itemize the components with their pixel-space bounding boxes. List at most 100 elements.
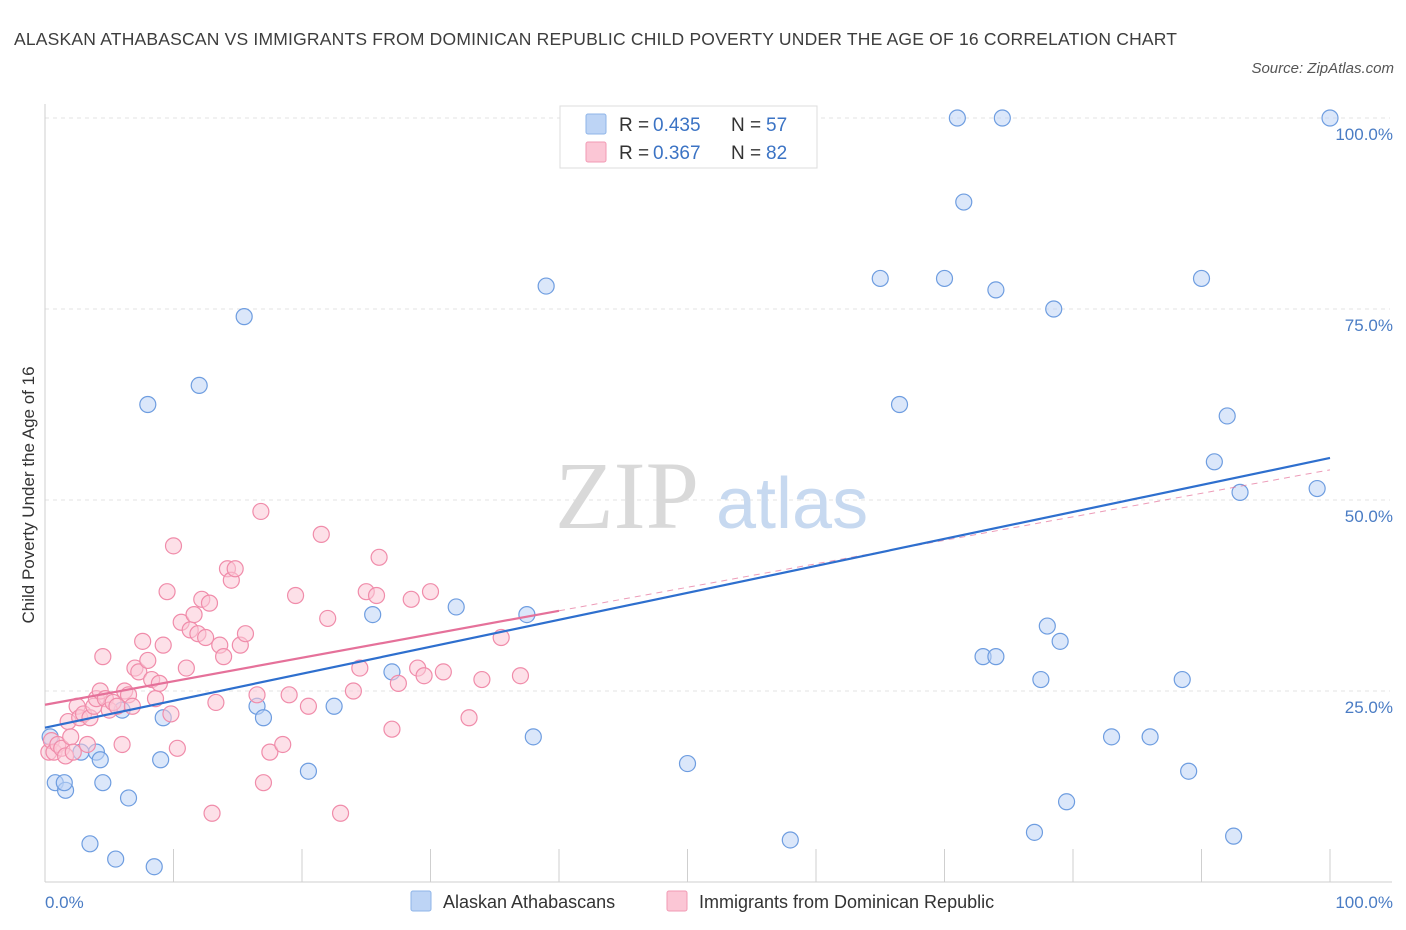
point-athabascan [235, 308, 253, 326]
point-dominican [415, 667, 433, 685]
point-dominican [261, 743, 279, 761]
point-athabascan [152, 751, 170, 769]
point-dominican [185, 605, 203, 624]
legend-n-value: 82 [766, 143, 787, 164]
point-dominican [78, 735, 97, 754]
point-athabascan [537, 277, 555, 295]
point-dominican [473, 670, 491, 689]
point-dominican [286, 586, 305, 605]
point-athabascan [524, 728, 542, 746]
point-dominican [274, 735, 292, 754]
legend-r-value: 0.367 [653, 143, 701, 164]
axes [44, 104, 1392, 883]
point-athabascan [1218, 407, 1236, 425]
point-dominican [207, 693, 225, 712]
point-athabascan [1102, 728, 1121, 746]
point-dominican [460, 709, 478, 727]
bottom-legend-label: Immigrants from Dominican Republic [699, 892, 994, 912]
point-dominican [299, 697, 318, 715]
legend-r-value: 0.435 [653, 115, 701, 136]
point-athabascan [254, 709, 273, 727]
data-points [40, 109, 1339, 876]
point-athabascan [1192, 269, 1211, 288]
point-dominican [134, 632, 152, 650]
point-dominican [367, 586, 386, 605]
watermark: ZIP atlas [555, 442, 868, 549]
point-dominican [280, 686, 298, 704]
point-dominican [254, 774, 273, 792]
point-athabascan [325, 697, 343, 715]
legend-swatch [585, 141, 607, 163]
grid-lines [45, 117, 1390, 692]
point-athabascan [1180, 762, 1198, 780]
bottom-legend: Alaskan Athabascans Immigrants from Domin… [410, 890, 994, 912]
point-athabascan [781, 831, 799, 849]
point-athabascan [1321, 109, 1339, 127]
legend-n-label: N = [731, 143, 761, 164]
x-tick-label: 100.0% [1335, 893, 1393, 912]
point-dominican [511, 667, 530, 685]
point-athabascan [299, 762, 318, 780]
point-dominican [215, 648, 233, 666]
point-athabascan [678, 754, 697, 773]
y-tick-labels: 25.0% 50.0% 75.0% 100.0% [1335, 125, 1393, 717]
point-dominican [177, 659, 195, 677]
point-athabascan [987, 281, 1005, 299]
trend-dominican-extension [558, 469, 1331, 612]
y-tick-label: 75.0% [1345, 316, 1393, 335]
point-athabascan [1025, 823, 1044, 841]
point-athabascan [1173, 670, 1191, 689]
point-dominican [312, 525, 330, 543]
point-athabascan [948, 109, 966, 127]
point-dominican [162, 705, 180, 723]
legend-n-value: 57 [766, 115, 787, 136]
point-athabascan [871, 269, 889, 288]
point-dominican [252, 502, 270, 521]
legend-n-label: N = [731, 115, 761, 136]
point-athabascan [1057, 793, 1076, 811]
point-athabascan [1038, 617, 1056, 635]
point-athabascan [190, 376, 208, 394]
point-dominican [248, 686, 266, 704]
point-athabascan [1032, 670, 1050, 689]
legend-swatch [585, 113, 607, 135]
point-dominican [197, 628, 215, 647]
point-dominican [154, 636, 172, 654]
point-dominican [158, 583, 176, 601]
y-axis-label: Child Poverty Under the Age of 16 [19, 366, 38, 623]
point-dominican [434, 663, 452, 681]
point-athabascan [447, 598, 465, 616]
point-dominican [62, 728, 80, 746]
point-dominican [200, 594, 219, 612]
point-athabascan [1045, 300, 1063, 318]
point-athabascan [1308, 479, 1326, 498]
chart-title: ALASKAN ATHABASCAN VS IMMIGRANTS FROM DO… [14, 29, 1178, 49]
point-athabascan [1051, 632, 1069, 650]
point-athabascan [139, 395, 157, 414]
trend-athabascan [44, 456, 1331, 729]
point-athabascan [145, 858, 163, 876]
bottom-legend-swatch [410, 890, 432, 912]
point-athabascan [1141, 728, 1159, 746]
point-dominican [139, 651, 157, 670]
point-athabascan [935, 269, 954, 288]
point-athabascan [107, 850, 125, 868]
point-dominican [236, 625, 255, 643]
point-dominican [421, 583, 440, 601]
point-dominican [226, 560, 244, 578]
point-athabascan [1231, 483, 1249, 501]
point-athabascan [1205, 453, 1223, 471]
point-dominican [203, 804, 221, 822]
y-tick-label: 100.0% [1335, 125, 1393, 144]
bottom-legend-label: Alaskan Athabascans [443, 892, 615, 912]
point-dominican [94, 648, 112, 666]
point-dominican [113, 735, 131, 754]
point-dominican [351, 659, 369, 677]
point-athabascan [1225, 827, 1243, 845]
point-dominican [130, 663, 148, 681]
point-dominican [389, 674, 407, 692]
point-dominican [319, 609, 337, 628]
point-dominican [383, 720, 401, 738]
point-athabascan [81, 835, 99, 853]
